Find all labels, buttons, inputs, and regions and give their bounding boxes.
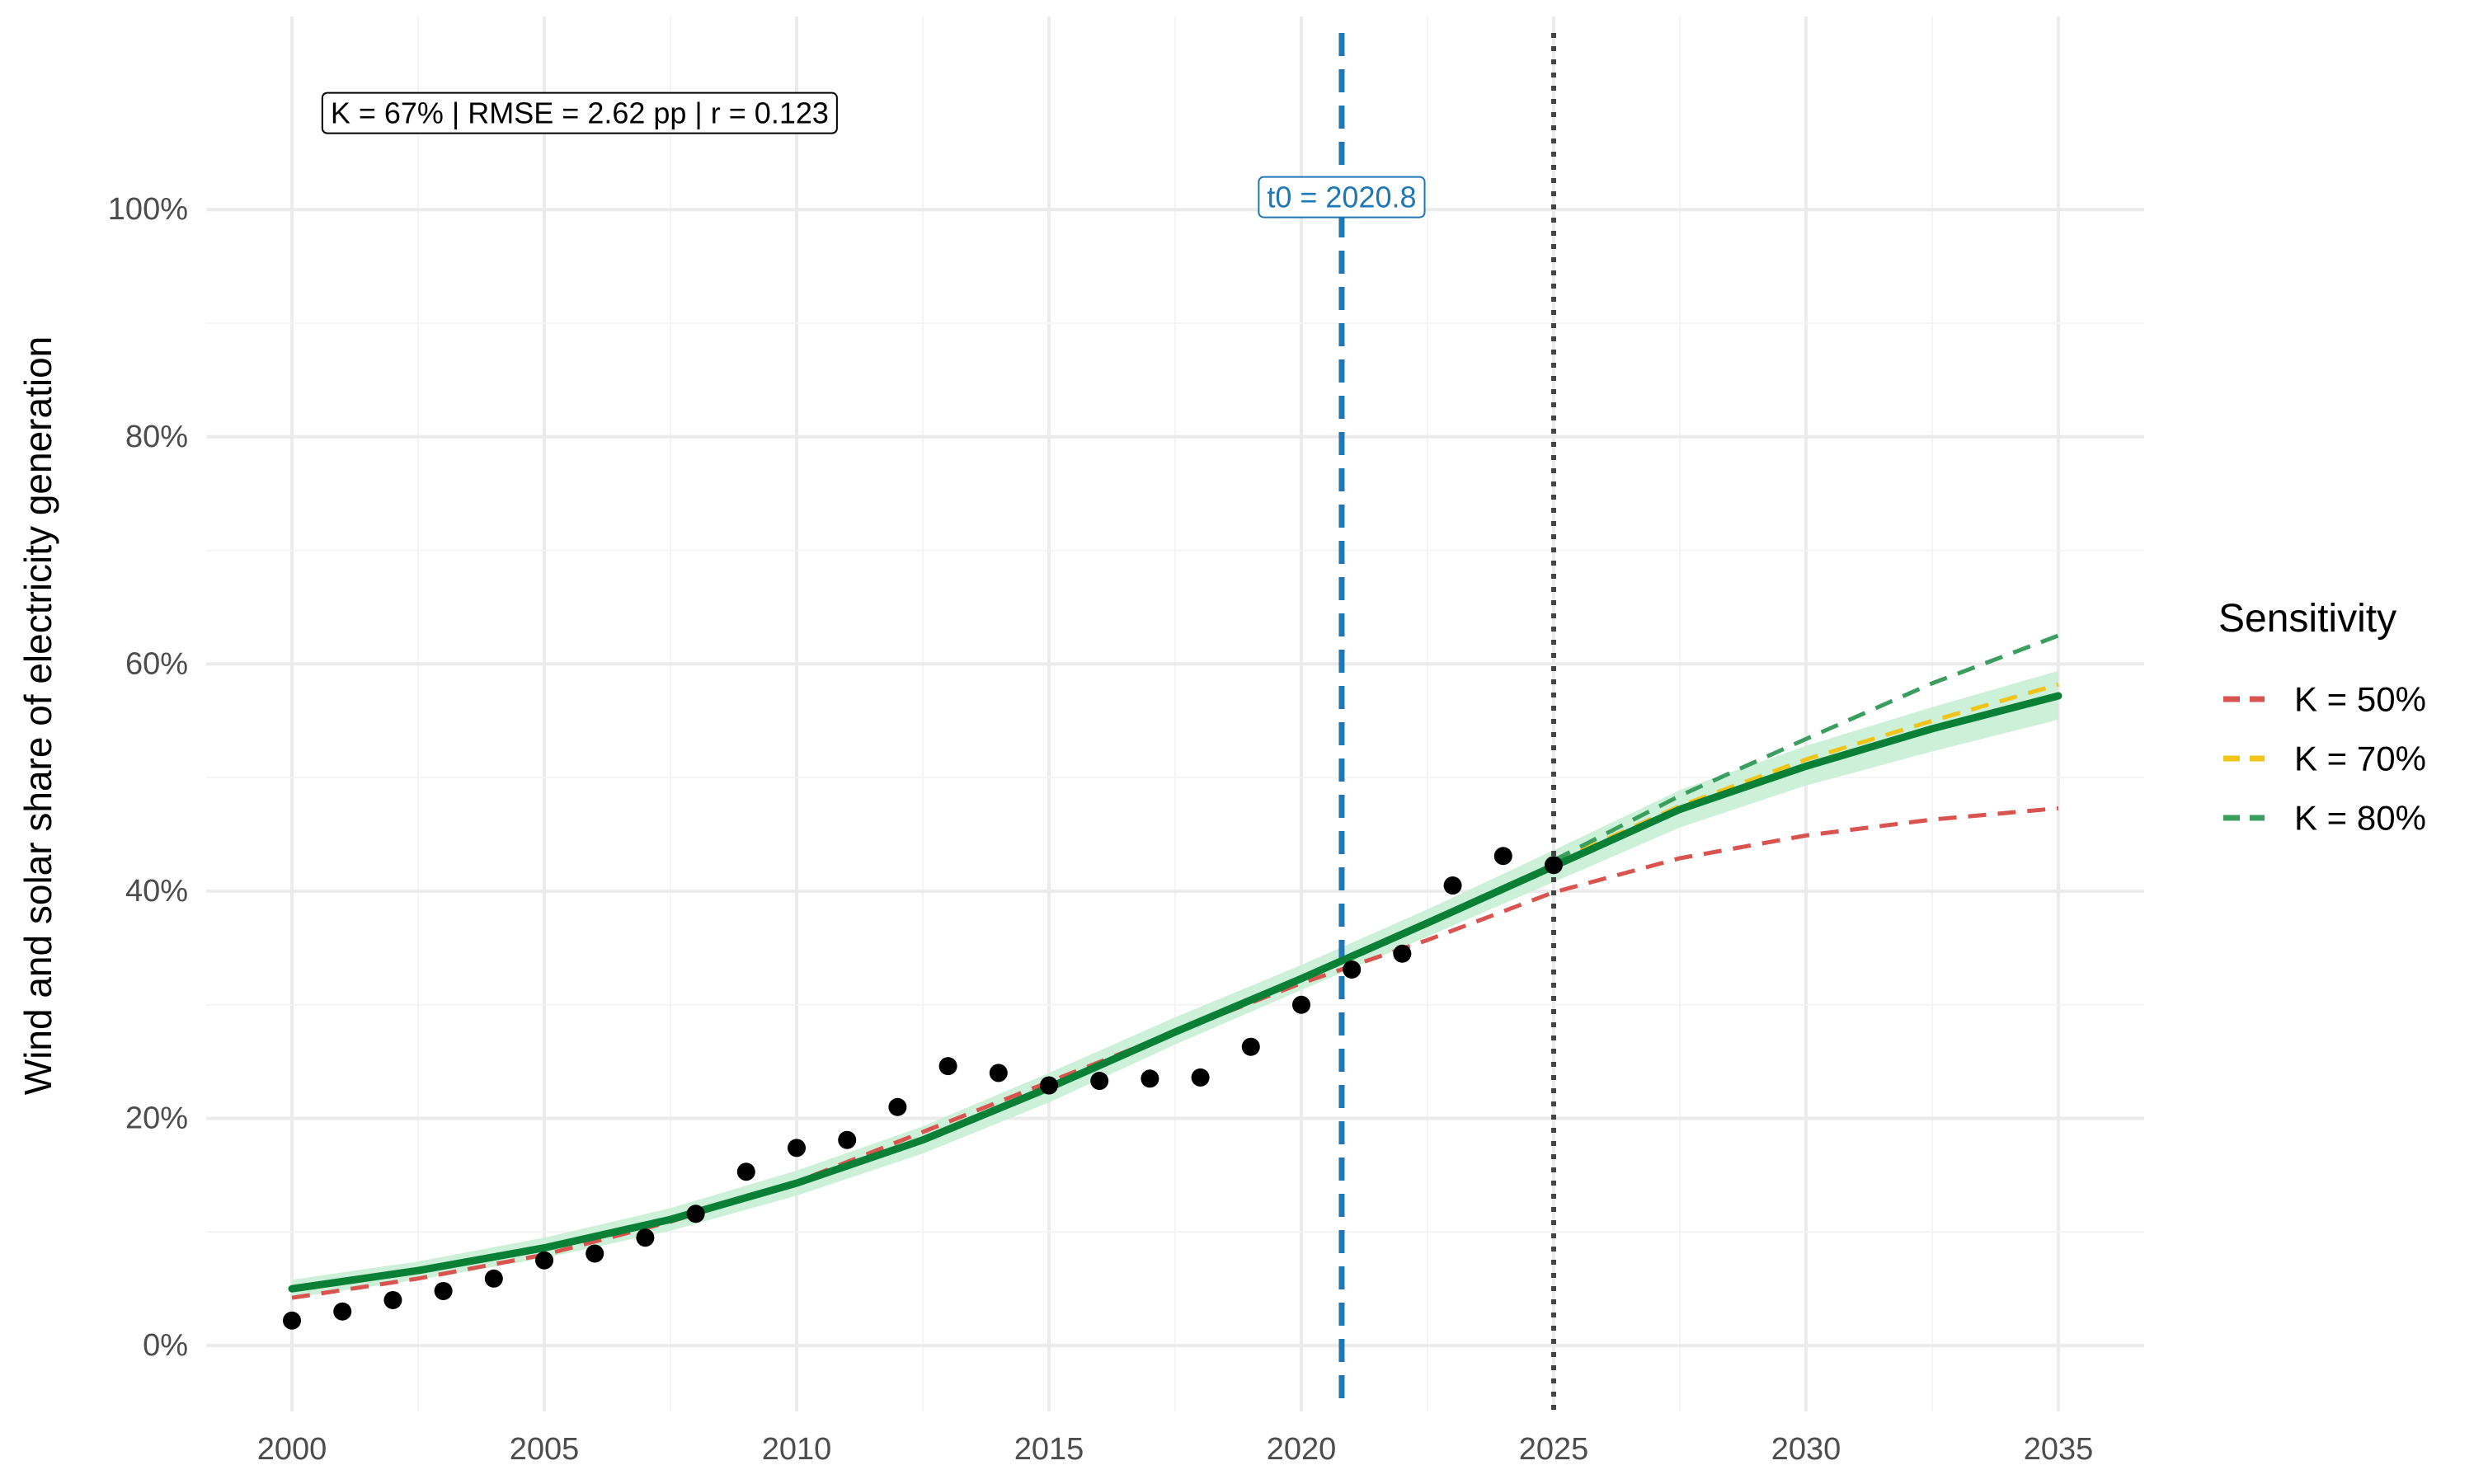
y-tick-label: 0% xyxy=(143,1328,188,1363)
observed-points xyxy=(283,847,1563,1330)
y-tick-label: 40% xyxy=(125,874,188,909)
observed-point xyxy=(383,1290,402,1309)
observed-point xyxy=(283,1311,302,1330)
y-axis-label: Wind and solar share of electricity gene… xyxy=(16,336,59,1095)
observed-point xyxy=(636,1228,655,1247)
legend-title: Sensitivity xyxy=(2218,597,2396,641)
series-lines xyxy=(288,633,2062,1300)
observed-point xyxy=(686,1205,705,1223)
legend-items: K = 50% K = 70% K = 80% xyxy=(2223,680,2426,838)
x-tick-label: 2010 xyxy=(762,1432,832,1467)
observed-point xyxy=(1141,1069,1159,1088)
x-axis-ticks: 2000 2005 2010 2015 2020 2025 2030 2035 xyxy=(257,1432,2093,1467)
fitted-curve xyxy=(288,692,2062,1293)
observed-point xyxy=(434,1281,453,1300)
observed-point xyxy=(484,1269,503,1288)
t0-annotation-box xyxy=(1258,176,1426,218)
x-tick-label: 2035 xyxy=(2024,1432,2094,1467)
observed-point xyxy=(989,1064,1008,1082)
x-tick-label: 2000 xyxy=(257,1432,327,1467)
observed-point xyxy=(938,1057,957,1076)
legend: Sensitivity K = 50% K = 70% K = 80% xyxy=(2218,597,2426,838)
observed-point xyxy=(1393,944,1412,963)
annotations: K = 67% | RMSE = 2.62 pp | r = 0.123 t0 =… xyxy=(321,92,1426,218)
observed-point xyxy=(1443,876,1462,895)
y-tick-label: 20% xyxy=(125,1101,188,1136)
observed-point xyxy=(1040,1076,1059,1095)
x-tick-label: 2015 xyxy=(1014,1432,1084,1467)
y-tick-label: 80% xyxy=(125,420,188,454)
y-axis-ticks: 0% 20% 40% 60% 80% 100% xyxy=(108,192,188,1363)
x-tick-label: 2030 xyxy=(1771,1432,1841,1467)
observed-point xyxy=(1493,847,1512,866)
observed-point xyxy=(888,1097,907,1116)
stats-annotation-box xyxy=(321,92,838,134)
reference-lines xyxy=(1338,33,1556,1411)
observed-point xyxy=(535,1251,554,1270)
x-tick-label: 2020 xyxy=(1267,1432,1337,1467)
legend-label: K = 70% xyxy=(2294,740,2426,778)
observed-point xyxy=(838,1130,857,1149)
observed-point xyxy=(1343,960,1362,979)
observed-point xyxy=(1191,1068,1210,1087)
stats-annotation: K = 67% | RMSE = 2.62 pp | r = 0.123 xyxy=(331,96,829,130)
observed-point xyxy=(1090,1072,1109,1091)
observed-point xyxy=(736,1162,755,1181)
y-tick-label: 60% xyxy=(125,646,188,681)
legend-label: K = 80% xyxy=(2294,799,2426,838)
x-tick-label: 2005 xyxy=(510,1432,580,1467)
observed-point xyxy=(1291,995,1310,1014)
legend-label: K = 50% xyxy=(2294,680,2426,719)
observed-point xyxy=(333,1302,352,1321)
t0-annotation: t0 = 2020.8 xyxy=(1267,181,1416,214)
y-tick-label: 100% xyxy=(108,192,188,227)
x-tick-label: 2025 xyxy=(1519,1432,1589,1467)
observed-point xyxy=(1241,1037,1260,1056)
grid-lines xyxy=(206,16,2144,1411)
observed-point xyxy=(1544,856,1563,875)
observed-point xyxy=(586,1244,604,1263)
observed-point xyxy=(788,1139,807,1158)
series-line-k-80 xyxy=(1552,633,2059,862)
